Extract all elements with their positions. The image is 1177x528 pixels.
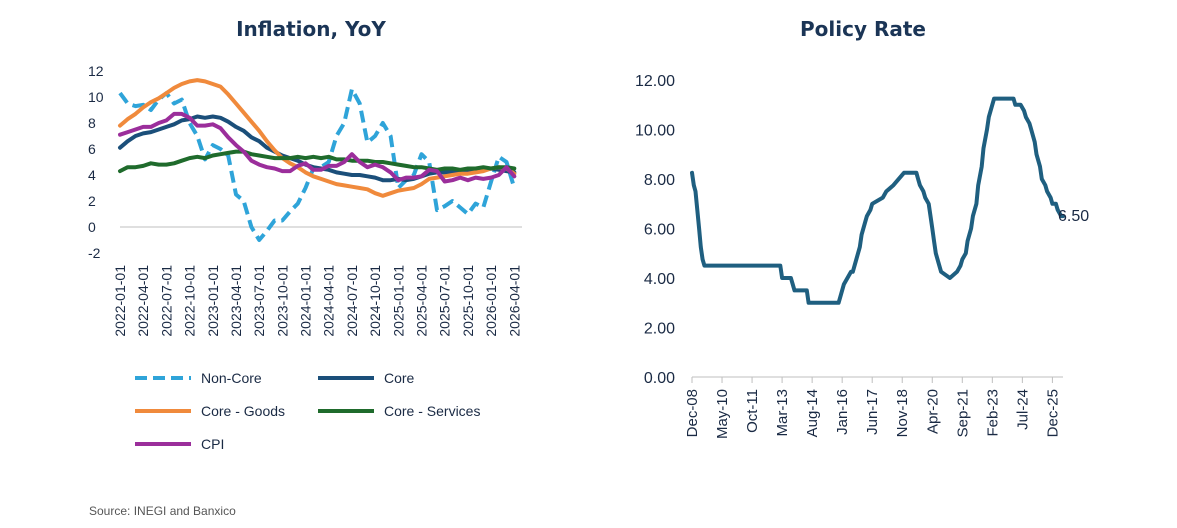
inflation-y-tick-label: 4 bbox=[88, 167, 96, 183]
policy-rate-y-tick-label: 4.00 bbox=[644, 271, 675, 288]
policy-rate-x-tick-label: Sep-21 bbox=[954, 389, 971, 437]
policy-rate-x-tick-label: Jan-16 bbox=[834, 389, 851, 435]
inflation-x-tick-label: 2023-04-01 bbox=[228, 265, 244, 337]
policy-rate-x-tick-label: Dec-08 bbox=[684, 389, 701, 437]
inflation-x-tick-label: 2024-04-01 bbox=[321, 265, 337, 337]
inflation-y-tick-label: 2 bbox=[88, 193, 96, 209]
inflation-y-tick-label: 0 bbox=[88, 219, 96, 235]
inflation-y-tick-label: -2 bbox=[88, 245, 101, 261]
policy-rate-y-axis-ticks: 12.00 10.00 8.00 6.00 4.00 2.00 0.00 bbox=[635, 73, 675, 387]
policy-rate-last-value-label: 6.50 bbox=[1058, 208, 1089, 225]
series-line-core-goods bbox=[118, 78, 517, 198]
policy-rate-y-tick-label: 0.00 bbox=[644, 370, 675, 387]
inflation-x-tick-label: 2025-01-01 bbox=[390, 265, 406, 337]
inflation-x-tick-label: 2022-10-01 bbox=[182, 265, 198, 337]
inflation-x-tick-label: 2022-04-01 bbox=[135, 265, 151, 337]
policy-rate-x-tick-label: Jun-17 bbox=[864, 389, 881, 435]
inflation-x-axis-ticks: 2022-01-01 2022-04-01 2022-07-01 2022-10-01… bbox=[112, 265, 522, 337]
inflation-x-tick-label: 2022-07-01 bbox=[158, 265, 174, 337]
series-line-non-core bbox=[118, 87, 517, 242]
policy-rate-y-tick-label: 12.00 bbox=[635, 73, 675, 90]
inflation-y-tick-label: 8 bbox=[88, 115, 96, 131]
policy-rate-x-tick-label: Oct-11 bbox=[744, 389, 761, 433]
policy-rate-x-tick-label: Apr-20 bbox=[924, 389, 941, 434]
inflation-x-tick-label: 2023-07-01 bbox=[251, 265, 267, 337]
inflation-x-tick-label: 2024-07-01 bbox=[344, 265, 360, 337]
series-line-cpi bbox=[118, 111, 517, 184]
inflation-x-tick-label: 2025-10-01 bbox=[460, 265, 476, 337]
inflation-y-axis-ticks: 12 10 8 6 4 2 0 -2 bbox=[88, 63, 104, 261]
series-line-policy-rate bbox=[690, 96, 1065, 305]
policy-rate-y-tick-label: 10.00 bbox=[635, 123, 675, 140]
policy-rate-y-tick-label: 6.00 bbox=[644, 222, 675, 239]
policy-rate-x-tick-label: May-10 bbox=[714, 389, 731, 439]
inflation-chart-title: Inflation, YoY bbox=[236, 17, 386, 41]
policy-rate-x-tick-label: Jul-24 bbox=[1014, 389, 1031, 430]
inflation-series-group bbox=[118, 78, 517, 242]
legend-label-core: Core bbox=[384, 370, 415, 386]
inflation-x-tick-label: 2023-10-01 bbox=[274, 265, 290, 337]
inflation-y-tick-label: 12 bbox=[88, 63, 104, 79]
policy-rate-x-tick-label: Feb-23 bbox=[984, 389, 1001, 437]
legend-label-core-goods: Core - Goods bbox=[201, 403, 285, 419]
source-note: Source: INEGI and Banxico bbox=[89, 504, 236, 518]
inflation-x-tick-label: 2025-04-01 bbox=[414, 265, 430, 337]
series-line-core-services bbox=[118, 149, 517, 174]
policy-rate-x-tick-label: Nov-18 bbox=[894, 389, 911, 437]
inflation-x-tick-label: 2024-01-01 bbox=[298, 265, 314, 337]
inflation-y-tick-label: 10 bbox=[88, 89, 104, 105]
inflation-x-tick-label: 2025-07-01 bbox=[437, 265, 453, 337]
policy-rate-chart-title: Policy Rate bbox=[800, 17, 926, 41]
inflation-x-tick-label: 2022-01-01 bbox=[112, 265, 128, 337]
policy-rate-x-tick-label: Aug-14 bbox=[804, 389, 821, 437]
inflation-x-tick-label: 2023-01-01 bbox=[205, 265, 221, 337]
legend-label-non-core: Non-Core bbox=[201, 370, 262, 386]
legend-label-core-services: Core - Services bbox=[384, 403, 480, 419]
inflation-x-tick-label: 2024-10-01 bbox=[367, 265, 383, 337]
policy-rate-y-tick-label: 2.00 bbox=[644, 321, 675, 338]
policy-rate-x-tick-label: Dec-25 bbox=[1044, 389, 1061, 437]
policy-rate-x-axis-ticks: Dec-08 May-10 Oct-11 Mar-13 Aug-14 Jan-16 Jun-… bbox=[684, 377, 1061, 439]
policy-rate-chart: Policy Rate 12.00 10.00 8.00 6.00 4.00 2.00 0.… bbox=[635, 17, 1089, 439]
inflation-x-tick-label: 2026-04-01 bbox=[506, 265, 522, 337]
inflation-legend: Non-Core Core Core - Goods Core - Services C… bbox=[135, 370, 480, 452]
policy-rate-x-tick-label: Mar-13 bbox=[774, 389, 791, 437]
inflation-x-tick-label: 2026-01-01 bbox=[483, 265, 499, 337]
inflation-y-tick-label: 6 bbox=[88, 141, 96, 157]
policy-rate-y-tick-label: 8.00 bbox=[644, 172, 675, 189]
legend-label-cpi: CPI bbox=[201, 436, 224, 452]
policy-rate-series-group bbox=[690, 96, 1065, 305]
